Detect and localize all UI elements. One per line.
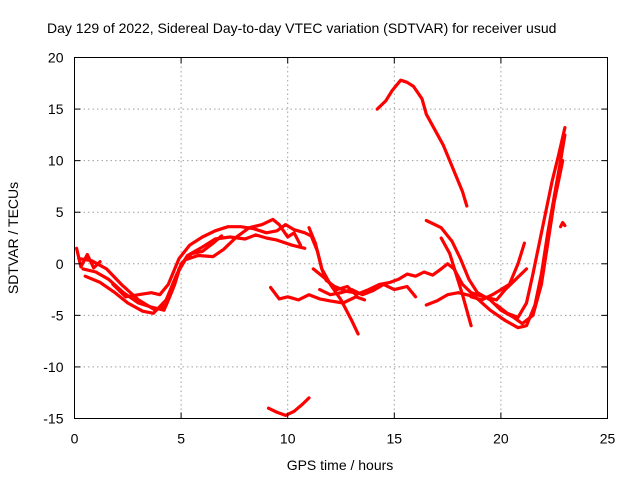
x-axis-label: GPS time / hours <box>287 457 394 473</box>
x-tick-label: 25 <box>600 431 616 447</box>
series-line-arc-13 <box>424 133 567 330</box>
x-tick-labels: 0 5 10 15 20 25 <box>71 431 616 447</box>
series-line-arc-9 <box>266 396 311 417</box>
series-line-arc-12 <box>439 236 473 328</box>
x-tick-label: 0 <box>71 431 79 447</box>
chart-title: Day 129 of 2022, Sidereal Day-to-day VTE… <box>47 20 556 36</box>
y-tick-labels: -15 -10 -5 0 5 10 15 20 <box>43 50 63 427</box>
y-tick-label: 15 <box>48 101 64 117</box>
series-line-arc-7 <box>318 282 418 299</box>
series-line-arc-10 <box>375 78 469 208</box>
x-tick-label: 15 <box>387 431 403 447</box>
series-line-arc-14 <box>469 241 526 302</box>
x-tick-label: 5 <box>177 431 185 447</box>
y-tick-label: 5 <box>56 204 64 220</box>
series-line-arc-17 <box>75 246 102 270</box>
y-tick-label: -10 <box>43 359 63 375</box>
y-axis-label: SDTVAR / TECUs <box>5 182 21 294</box>
x-tick-label: 20 <box>493 431 509 447</box>
series-line-arc-3 <box>83 217 303 315</box>
y-tick-label: -15 <box>43 411 63 427</box>
series-line-arc-8 <box>269 285 367 305</box>
x-tick-label: 10 <box>280 431 296 447</box>
y-tick-label: -5 <box>51 307 64 323</box>
plot-frame <box>74 57 608 419</box>
grid-lines <box>74 57 608 419</box>
series-line-arc-16 <box>559 220 567 229</box>
series-line-arc-5 <box>307 226 360 336</box>
series-line-arc-15 <box>495 126 567 319</box>
data-series <box>75 78 567 417</box>
y-tick-label: 10 <box>48 153 64 169</box>
y-tick-label: 0 <box>56 256 64 272</box>
series-line-arc-2 <box>81 233 307 312</box>
y-tick-label: 20 <box>48 50 64 66</box>
axis-ticks <box>74 57 608 419</box>
